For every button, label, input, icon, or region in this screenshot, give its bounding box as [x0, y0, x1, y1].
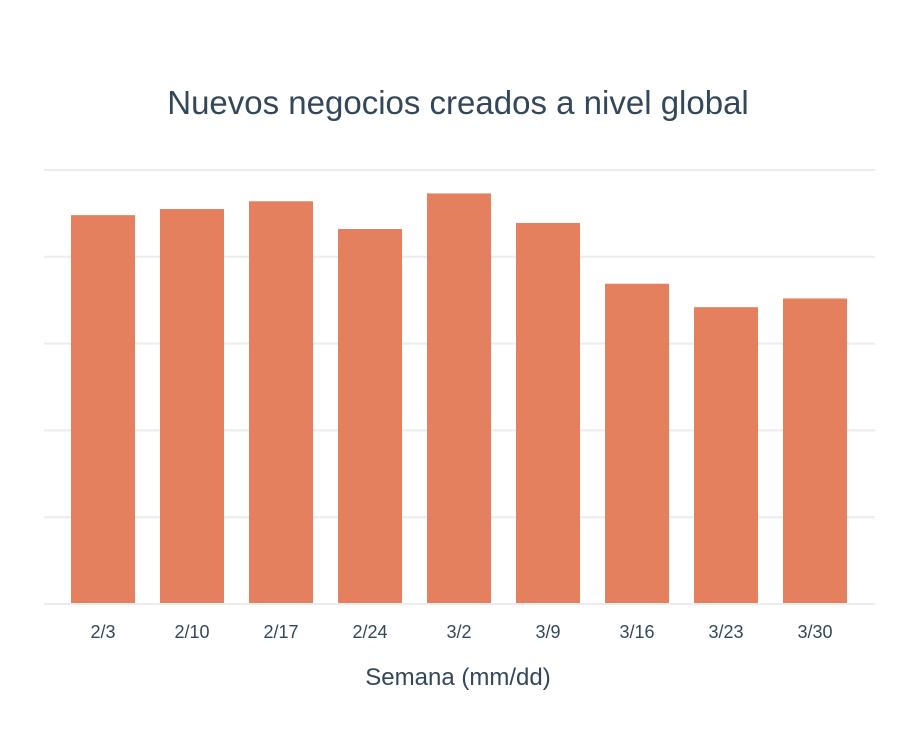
- x-tick-label: 3/2: [446, 622, 471, 642]
- chart-title: Nuevos negocios creados a nivel global: [167, 84, 749, 121]
- x-tick-label: 2/10: [174, 622, 209, 642]
- x-tick-label: 3/9: [535, 622, 560, 642]
- x-tick-label: 3/30: [797, 622, 832, 642]
- bar: [605, 283, 669, 603]
- x-tick-label: 2/17: [263, 622, 298, 642]
- bar: [160, 209, 224, 603]
- bar: [71, 215, 135, 604]
- x-tick-label: 3/23: [708, 622, 743, 642]
- x-tick-label: 3/16: [619, 622, 654, 642]
- bar: [783, 298, 847, 603]
- bar: [427, 193, 491, 603]
- x-axis-label: Semana (mm/dd): [365, 664, 551, 691]
- x-tick-label: 2/24: [352, 622, 387, 642]
- x-tick-label: 2/3: [90, 622, 115, 642]
- bar: [249, 201, 313, 604]
- bar: [516, 222, 580, 603]
- bar: [694, 307, 758, 603]
- bar: [338, 229, 402, 604]
